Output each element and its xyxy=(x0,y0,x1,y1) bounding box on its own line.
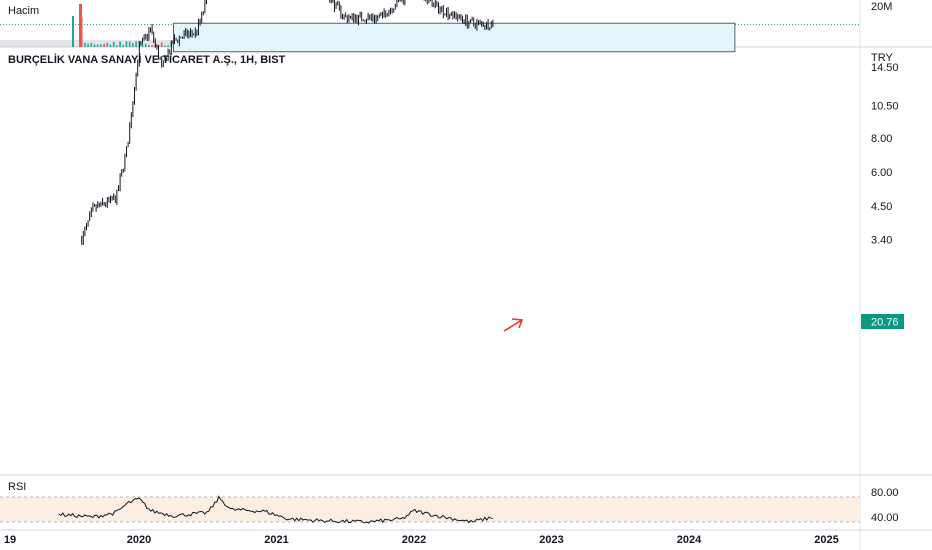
volume-bar xyxy=(119,41,121,47)
volume-bar xyxy=(96,44,99,47)
volume-bar xyxy=(160,42,163,47)
volume-bar xyxy=(141,44,144,47)
volume-bar xyxy=(135,41,137,47)
price-tick-label: 8.00 xyxy=(871,133,892,145)
price-pane: BURÇELİK VANA SANAYİ VE TİCARET A.Ş., 1H… xyxy=(0,0,904,332)
time-tick-label: 19 xyxy=(4,534,16,546)
volume-bar xyxy=(151,45,153,47)
price-axis: 440.00315.00235.00175.00125.0095.0070.00… xyxy=(871,62,899,246)
volume-bar xyxy=(164,45,166,47)
volume-bar xyxy=(84,42,86,47)
time-tick-label: 2024 xyxy=(677,534,702,546)
volume-bar xyxy=(112,41,115,47)
volume-bar xyxy=(87,43,89,47)
volume-bar xyxy=(125,41,128,47)
volume-bar xyxy=(109,44,112,47)
currency-label: TRY xyxy=(871,52,893,64)
last-price-value: 20.76 xyxy=(871,317,899,329)
volume-bar xyxy=(79,4,82,47)
price-tick-label: 10.50 xyxy=(871,101,899,113)
volume-bar xyxy=(93,44,96,47)
volume-bar xyxy=(103,43,105,47)
rsi-band xyxy=(0,497,860,522)
volume-bar xyxy=(144,43,147,47)
rsi-level-40: 40.00 xyxy=(871,512,899,524)
volume-bar xyxy=(128,41,131,47)
time-tick-label: 2022 xyxy=(402,534,426,546)
volume-bar xyxy=(90,43,93,47)
rsi-level-80: 80.00 xyxy=(871,487,899,499)
volume-bar xyxy=(167,45,169,47)
volume-bar xyxy=(72,16,74,47)
volume-bar xyxy=(132,43,134,47)
time-tick-label: 2021 xyxy=(264,534,288,546)
time-tick-label: 2023 xyxy=(539,534,563,546)
candles xyxy=(81,0,494,245)
last-price-badge: 20.76 xyxy=(861,314,904,329)
chart-title: BURÇELİK VANA SANAYİ VE TİCARET A.Ş., 1H… xyxy=(8,53,286,66)
rsi-label: RSI xyxy=(8,481,26,493)
volume-bar xyxy=(148,45,150,47)
volume-bar xyxy=(116,45,118,47)
volume-bar xyxy=(122,44,125,47)
price-tick-label: 3.40 xyxy=(871,234,892,246)
volume-bar xyxy=(106,42,109,47)
volume-scale-label: 20M xyxy=(871,1,892,13)
last-price-badge-bg xyxy=(861,314,904,329)
price-tick-label: 6.00 xyxy=(871,167,892,179)
volume-label: Hacim xyxy=(8,5,39,17)
time-tick-label: 2025 xyxy=(814,534,838,546)
projection-arrow xyxy=(503,318,524,332)
time-axis: 19 2020 2021 2022 2023 2024 2025 xyxy=(4,534,839,546)
rsi-pane: RSI 80.00 40.00 xyxy=(0,481,899,524)
price-tick-label: 14.50 xyxy=(871,62,899,74)
support-zone xyxy=(172,22,736,53)
volume-bar xyxy=(100,44,102,47)
time-tick-label: 2020 xyxy=(127,534,151,546)
rsi-line xyxy=(58,495,493,524)
price-tick-label: 4.50 xyxy=(871,201,892,213)
